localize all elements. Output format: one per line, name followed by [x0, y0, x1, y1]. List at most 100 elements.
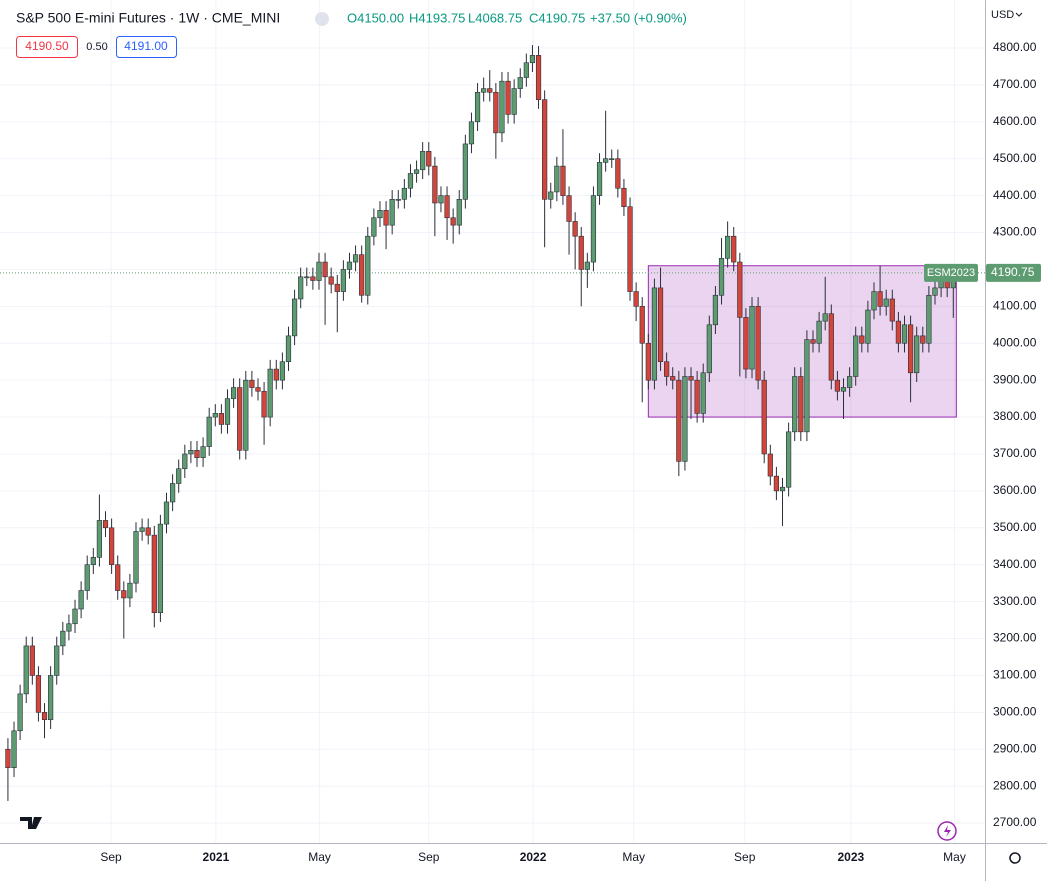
y-tick-label: 4600.00: [993, 114, 1037, 128]
alert-icon[interactable]: [937, 821, 957, 841]
x-tick-label: Sep: [418, 850, 440, 864]
candle-body: [786, 431, 792, 488]
candle-body: [877, 291, 883, 307]
candle-body: [413, 169, 420, 174]
candle-body: [90, 557, 96, 566]
candle-body: [688, 376, 694, 381]
candle-body: [926, 294, 932, 344]
candle-body: [352, 254, 359, 263]
candle-body: [377, 210, 383, 219]
candle-body: [121, 590, 127, 599]
candle-body: [194, 449, 200, 458]
candle-body: [72, 608, 78, 625]
candle-body: [767, 453, 773, 477]
collapse-button[interactable]: [315, 12, 329, 26]
candle-body: [749, 306, 755, 370]
candle-body: [596, 162, 603, 196]
candle-body: [914, 335, 920, 374]
candle-body: [694, 379, 700, 414]
candle-body: [859, 335, 865, 344]
candle-body: [285, 335, 292, 363]
candle-body: [725, 235, 731, 259]
candle-body: [633, 291, 639, 307]
candle-body: [737, 261, 743, 318]
candle-body: [779, 486, 786, 492]
axes: 2700.00 2800.00 2900.00 3000.00 3100.00 3200.…: [100, 40, 1041, 864]
y-tick-label: 3800.00: [993, 409, 1037, 423]
candle-body: [907, 324, 914, 374]
candle-body: [761, 379, 767, 455]
legend-open: O4150.00: [347, 10, 404, 25]
alert-bolt: [944, 825, 951, 837]
candle-body: [700, 372, 706, 414]
candle-body: [96, 520, 103, 558]
candle-body: [554, 165, 560, 193]
candle-body: [365, 235, 371, 296]
candle-body: [29, 645, 35, 676]
candle-body: [371, 217, 377, 237]
x-tick-label: Sep: [734, 850, 756, 864]
candle-body: [11, 730, 17, 769]
spread: 0.50: [86, 41, 107, 53]
candle-body: [139, 527, 145, 532]
candle-body: [273, 368, 279, 381]
ask: 4191.00: [124, 39, 168, 53]
candle-body: [529, 55, 536, 64]
candle-body: [23, 645, 29, 695]
candle-body: [932, 287, 938, 296]
candle-body: [670, 376, 676, 381]
candle-body: [188, 449, 194, 455]
candle-body: [17, 693, 23, 732]
bid: 4190.50: [25, 39, 69, 53]
candle-body: [590, 195, 597, 263]
candle-body: [359, 254, 365, 296]
candle-body: [627, 206, 633, 292]
candle-body: [712, 294, 719, 326]
buy-box[interactable]: [116, 36, 177, 58]
candle-body: [182, 453, 188, 470]
candle-body: [218, 413, 224, 425]
candle-body: [426, 151, 432, 167]
candle-body: [853, 335, 859, 377]
currency[interactable]: USD: [991, 9, 1014, 21]
candle-body: [401, 187, 407, 200]
candle-body: [706, 324, 712, 374]
settings-icon[interactable]: [1009, 852, 1021, 864]
candle-body: [438, 195, 444, 204]
candle-body: [346, 261, 353, 270]
candle-body: [279, 361, 285, 381]
candle-body: [66, 623, 72, 632]
y-tick-label: 4700.00: [993, 77, 1037, 91]
candle-body: [920, 335, 926, 344]
candle-body: [462, 143, 468, 200]
candle-body: [151, 534, 157, 613]
candle-body: [261, 390, 267, 418]
candle-body: [718, 258, 725, 296]
candle-body: [48, 675, 54, 721]
candle-body: [487, 88, 493, 93]
candle-body: [609, 158, 615, 161]
candle-body: [578, 235, 584, 270]
y-tick-label: 3300.00: [993, 594, 1037, 608]
candle-body: [664, 361, 670, 377]
logo: [20, 817, 42, 829]
y-tick-label: 3900.00: [993, 372, 1037, 386]
candle-body: [822, 313, 828, 322]
candle-body: [170, 483, 176, 503]
candle-body: [176, 468, 182, 484]
candle-body: [901, 324, 908, 344]
candle-body: [420, 151, 426, 171]
candle-body: [54, 645, 60, 676]
candle-body: [828, 313, 834, 381]
price-axis: [985, 0, 1047, 881]
candle-body: [743, 317, 749, 370]
candle-body: [41, 712, 48, 721]
legend-change: +37.50 (+0.90%): [590, 10, 687, 25]
candle-body: [432, 165, 438, 204]
candle-body: [102, 520, 109, 529]
x-tick-label: 2023: [837, 850, 864, 864]
candle-body: [468, 121, 475, 145]
sell-box[interactable]: [16, 36, 78, 58]
candle-body: [676, 379, 682, 462]
candle-body: [206, 416, 212, 447]
